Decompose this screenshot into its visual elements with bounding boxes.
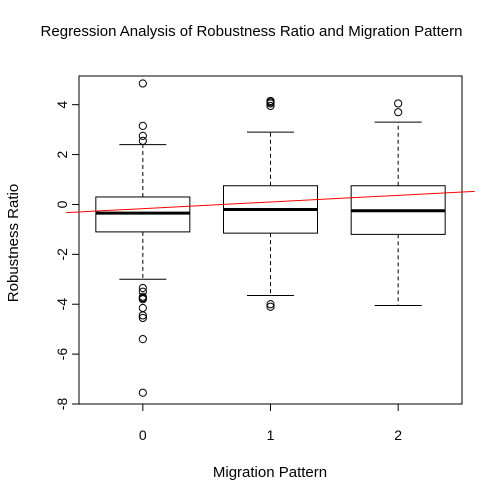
plot-area: -8 -6 -4 -2 0 2 4 0 1 2 [54, 75, 475, 443]
outlier-point [138, 388, 147, 397]
outlier-point [138, 131, 147, 140]
outlier-point [138, 79, 147, 88]
plot-frame [78, 75, 463, 405]
outlier-point [138, 335, 147, 344]
y-tick-label: -2 [54, 248, 70, 261]
outlier-point [138, 295, 147, 304]
y-axis-label: Robustness Ratio [5, 184, 22, 302]
chart-title: Regression Analysis of Robustness Ratio … [41, 23, 463, 40]
x-tick-label: 0 [139, 427, 147, 443]
outlier-point [266, 302, 275, 311]
y-tick-label: 2 [54, 150, 70, 158]
y-tick-label: -4 [54, 298, 70, 311]
outlier-point [138, 311, 147, 320]
regression-line [66, 190, 475, 214]
x-tick-label: 2 [394, 427, 402, 443]
y-tick-label: -8 [54, 398, 70, 411]
outlier-point [266, 300, 275, 309]
y-tick-label: 0 [54, 200, 70, 208]
y-tick-label: 4 [54, 101, 70, 109]
outlier-point [138, 303, 147, 313]
outlier-point [138, 121, 147, 130]
x-tick-label: 1 [267, 427, 275, 443]
outlier-point [394, 108, 403, 117]
x-axis-label: Migration Pattern [213, 464, 327, 481]
outlier-point [138, 313, 147, 323]
outlier-point [266, 101, 275, 111]
y-tick-label: -6 [54, 348, 70, 361]
outlier-point [138, 136, 147, 145]
outlier-point [394, 99, 403, 108]
outlier-point [138, 283, 147, 293]
outlier-point [266, 99, 275, 108]
